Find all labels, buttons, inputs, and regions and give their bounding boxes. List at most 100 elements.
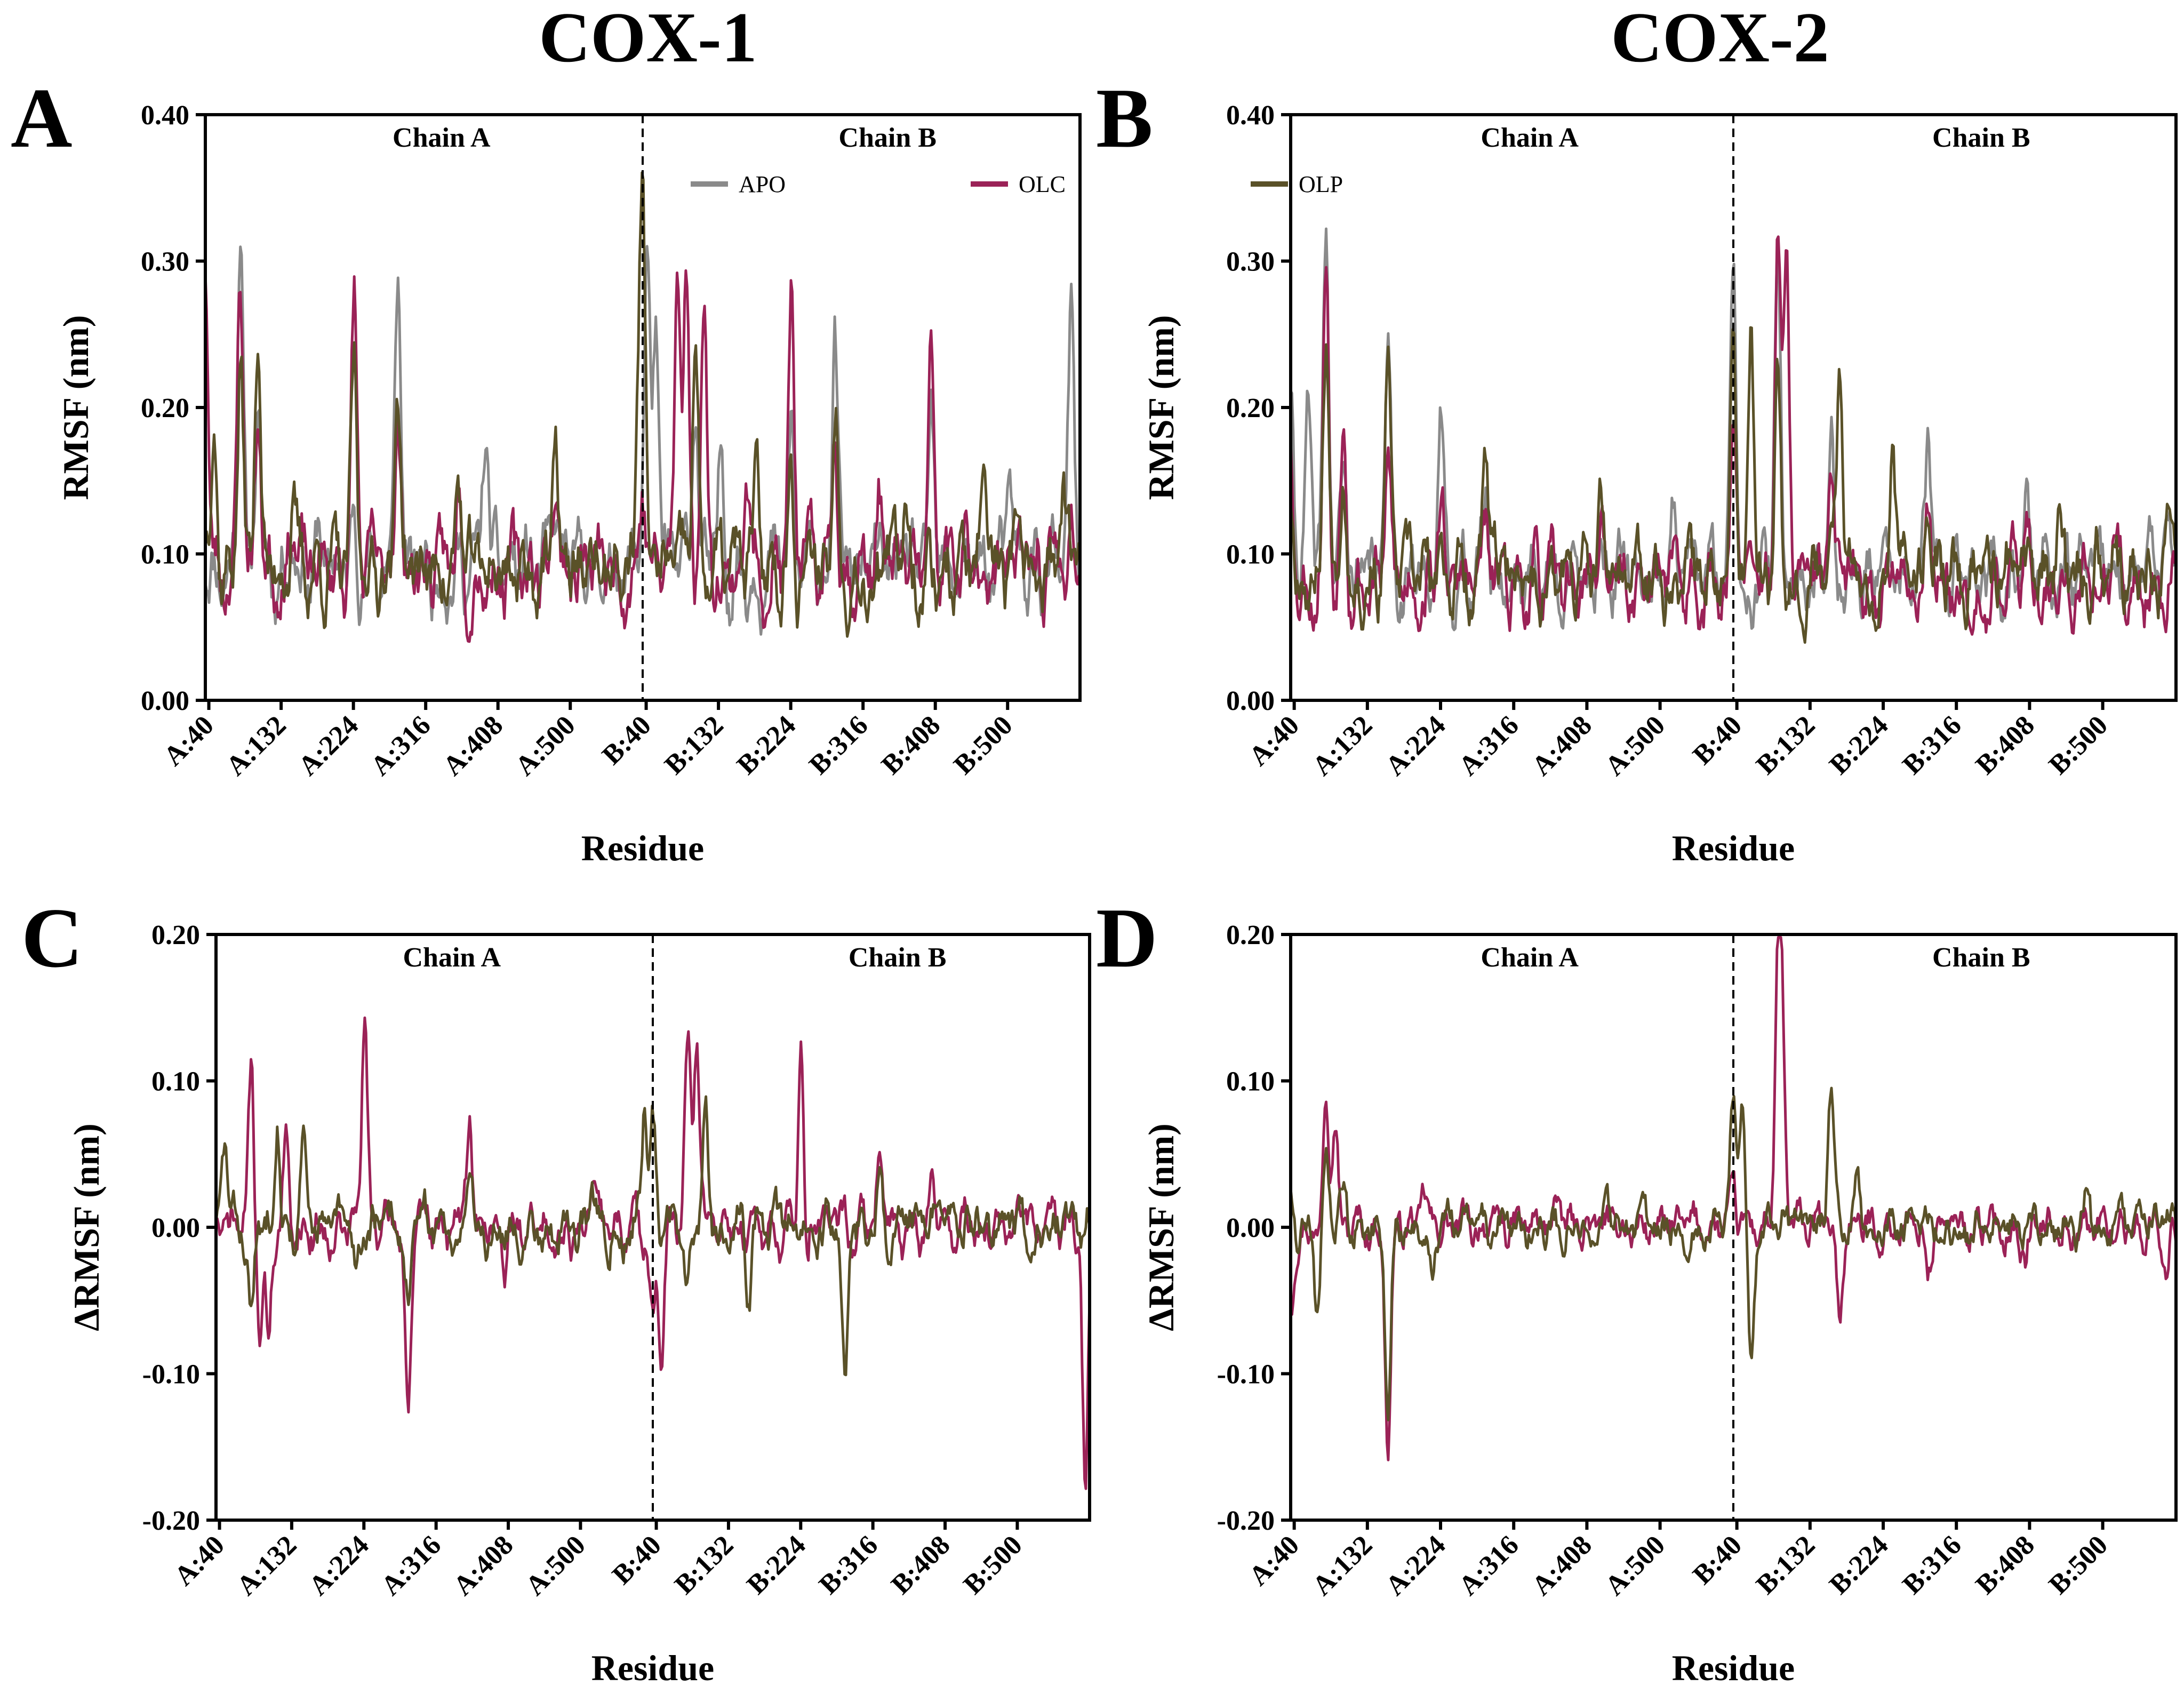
y-axis-label: RMSF (nm) bbox=[1141, 315, 1181, 500]
x-tick-label: B:316 bbox=[803, 710, 874, 780]
y-tick-label: 0.00 bbox=[1226, 686, 1275, 716]
panel-letter: A bbox=[11, 70, 73, 165]
x-tick-label: B:500 bbox=[958, 1530, 1028, 1600]
x-tick-label: B:316 bbox=[813, 1530, 884, 1600]
x-tick-label: A:316 bbox=[1453, 710, 1524, 781]
series-line-olp bbox=[1289, 326, 2178, 644]
series-line-olp bbox=[1289, 1086, 2178, 1421]
panel-letter: B bbox=[1096, 70, 1153, 165]
chain-label: Chain B bbox=[1932, 123, 2030, 153]
x-tick-label: B:132 bbox=[1750, 1530, 1821, 1600]
x-tick-label: A:132 bbox=[1307, 1530, 1378, 1601]
x-axis-label: Residue bbox=[591, 1648, 714, 1688]
y-axis-label: ΔRMSF (nm) bbox=[1141, 1123, 1181, 1331]
x-tick-label: A:316 bbox=[365, 710, 436, 781]
x-tick-label: B:500 bbox=[2043, 710, 2114, 780]
x-tick-label: B:408 bbox=[1970, 1530, 2041, 1600]
chain-label: Chain B bbox=[849, 942, 947, 973]
y-tick-label: 0.30 bbox=[1226, 247, 1275, 277]
panel-letter: D bbox=[1096, 890, 1158, 985]
y-tick-label: 0.10 bbox=[1226, 1067, 1275, 1097]
x-tick-label: B:408 bbox=[1970, 710, 2041, 780]
y-tick-label: 0.10 bbox=[141, 540, 189, 570]
x-tick-label: B:224 bbox=[741, 1530, 812, 1600]
plot-frame bbox=[1289, 933, 2178, 1522]
x-tick-label: B:40 bbox=[606, 1530, 667, 1591]
x-tick-label: B:408 bbox=[885, 1530, 956, 1600]
x-tick-label: B:500 bbox=[2043, 1530, 2114, 1600]
x-tick-label: B:132 bbox=[1750, 710, 1821, 780]
x-tick-label: A:500 bbox=[1599, 710, 1671, 781]
y-tick-label: 0.20 bbox=[1226, 393, 1275, 424]
y-tick-label: -0.20 bbox=[142, 1506, 200, 1536]
chain-label: Chain B bbox=[838, 123, 937, 153]
series-line-olc bbox=[214, 1016, 1091, 1490]
column-title-cox2: COX-2 bbox=[1611, 0, 1829, 77]
x-tick-label: B:224 bbox=[1823, 1530, 1894, 1600]
x-tick-label: A:132 bbox=[220, 710, 292, 781]
x-tick-label: A:316 bbox=[375, 1530, 447, 1601]
x-tick-label: A:40 bbox=[158, 710, 220, 772]
legend-label-olp: OLP bbox=[1299, 171, 1343, 197]
y-tick-label: 0.00 bbox=[141, 686, 189, 716]
y-tick-label: -0.10 bbox=[142, 1360, 200, 1390]
x-tick-label: B:224 bbox=[1823, 710, 1894, 780]
chain-label: Chain A bbox=[393, 123, 491, 153]
x-tick-label: A:224 bbox=[293, 710, 364, 781]
x-tick-label: A:224 bbox=[1380, 1530, 1451, 1601]
panel-b: B 0.00 0.10 0.20 0.30 0.40 A:40 A:132 A:224 A:316… bbox=[1096, 70, 2178, 868]
x-tick-label: A:224 bbox=[1380, 710, 1451, 781]
x-tick-label: A:500 bbox=[509, 710, 581, 781]
panel-letter: C bbox=[21, 890, 83, 985]
y-tick-label: 0.20 bbox=[1226, 920, 1275, 950]
x-tick-label: B:316 bbox=[1897, 1530, 1967, 1600]
x-tick-label: A:40 bbox=[1243, 1530, 1305, 1592]
x-tick-label: A:132 bbox=[231, 1530, 302, 1601]
x-tick-label: B:224 bbox=[731, 710, 802, 780]
x-tick-label: A:408 bbox=[447, 1530, 519, 1601]
x-tick-label: A:408 bbox=[437, 710, 509, 781]
chain-label: Chain A bbox=[1481, 942, 1579, 973]
x-tick-label: A:408 bbox=[1526, 1530, 1598, 1601]
y-tick-label: 0.30 bbox=[141, 247, 189, 277]
plot-frame bbox=[204, 113, 1082, 702]
panel-c: C -0.20 -0.10 0.00 0.10 0.20 A:40 A:132 A:224 A:3… bbox=[21, 890, 1091, 1688]
panel-d: D -0.20 -0.10 0.00 0.10 0.20 A:40 A:132 A:224 A:3… bbox=[1096, 890, 2178, 1688]
x-tick-label: A:500 bbox=[1599, 1530, 1671, 1601]
x-tick-label: B:316 bbox=[1897, 710, 1967, 780]
y-tick-label: 0.40 bbox=[141, 100, 189, 131]
x-axis-label: Residue bbox=[581, 828, 704, 868]
x-tick-label: B:40 bbox=[1687, 710, 1748, 771]
x-axis-label: Residue bbox=[1672, 1648, 1795, 1688]
x-tick-label: B:132 bbox=[669, 1530, 739, 1600]
y-tick-label: 0.00 bbox=[151, 1213, 200, 1243]
x-tick-label: B:408 bbox=[876, 710, 946, 780]
x-tick-label: B:500 bbox=[948, 710, 1019, 780]
legend-label-apo: APO bbox=[739, 171, 786, 197]
x-tick-label: A:40 bbox=[169, 1530, 230, 1592]
x-tick-label: B:132 bbox=[659, 710, 729, 780]
y-tick-label: -0.20 bbox=[1217, 1506, 1275, 1536]
x-tick-label: A:408 bbox=[1526, 710, 1598, 781]
y-tick-label: 0.10 bbox=[1226, 540, 1275, 570]
y-tick-label: 0.10 bbox=[151, 1067, 200, 1097]
y-axis-label: RMSF (nm) bbox=[55, 315, 96, 500]
y-tick-label: -0.10 bbox=[1217, 1360, 1275, 1390]
x-tick-label: A:132 bbox=[1307, 710, 1378, 781]
chain-label: Chain A bbox=[1481, 123, 1579, 153]
x-tick-label: A:316 bbox=[1453, 1530, 1524, 1601]
column-title-cox1: COX-1 bbox=[539, 0, 757, 77]
chain-label: Chain B bbox=[1932, 942, 2030, 973]
chain-label: Chain A bbox=[403, 942, 501, 973]
x-tick-label: A:224 bbox=[303, 1530, 375, 1601]
y-tick-label: 0.20 bbox=[141, 393, 189, 424]
y-axis-label: ΔRMSF (nm) bbox=[66, 1123, 107, 1331]
x-tick-label: B:40 bbox=[1687, 1530, 1748, 1591]
legend-label-olc: OLC bbox=[1019, 171, 1066, 197]
x-tick-label: B:40 bbox=[596, 710, 657, 771]
y-tick-label: 0.40 bbox=[1226, 100, 1275, 131]
x-tick-label: A:500 bbox=[520, 1530, 591, 1601]
y-tick-label: 0.20 bbox=[151, 920, 200, 950]
plot-frame bbox=[1289, 113, 2178, 702]
